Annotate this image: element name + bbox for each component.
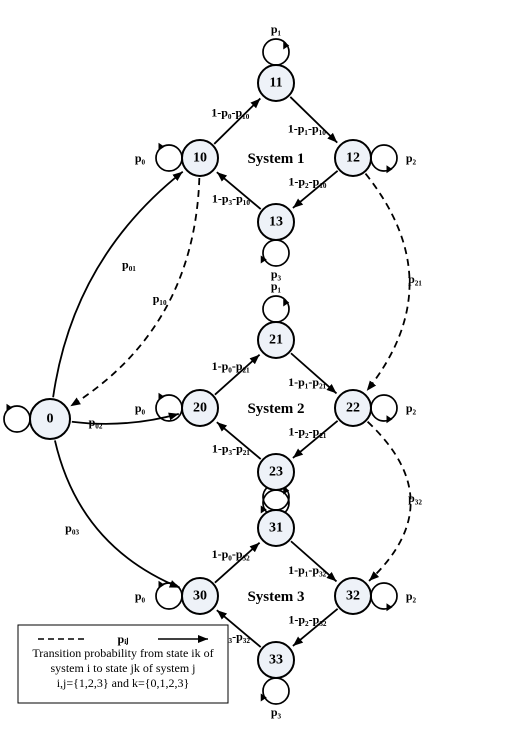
edge-label: 1-p₀-p₃₂ [212,547,251,561]
edge-label: 1-p₃-p₂₁ [212,441,251,455]
edge-label: 1-p₀-p₂₁ [212,359,251,373]
state-node-33: 33 [258,642,294,678]
state-node-20: 20 [182,390,218,426]
edge-label: 1-p₂-p₁₀ [288,175,327,189]
svg-text:33: 33 [269,653,283,668]
legend-line: i,j={1,2,3} and k={0,1,2,3} [57,676,190,690]
svg-text:22: 22 [346,401,360,416]
svg-text:10: 10 [193,151,207,166]
edge [290,97,337,143]
edge [365,174,409,391]
edge-label: p₃₂ [408,491,422,505]
edge-label: 1-p₁-p₁₀ [288,121,327,135]
edge-label: p₂₁ [408,272,422,286]
state-node-12: 12 [335,140,371,176]
edge-label: 1-p₃-p₁₀ [212,191,251,205]
state-node-10: 10 [182,140,218,176]
legend-arrow-label: pᵢⱼ [118,632,129,646]
edge-label: 1-p₂-p₃₂ [288,613,327,627]
edge-label: p₀ [135,151,146,165]
edge [53,172,183,398]
state-node-31: 31 [258,510,294,546]
system-label: System 2 [247,401,304,417]
edge-label: p₁ [271,22,282,36]
svg-text:0: 0 [47,412,54,427]
svg-text:13: 13 [269,215,283,230]
state-node-21: 21 [258,322,294,358]
edge [70,178,199,406]
state-node-0: 0 [30,399,70,439]
legend-line: system i to state jk of system j [51,661,196,675]
self-loop [371,145,397,171]
svg-text:20: 20 [193,401,207,416]
legend-line: Transition probability from state ik of [32,646,213,660]
system-label: System 3 [247,589,304,605]
state-node-32: 32 [335,578,371,614]
state-node-22: 22 [335,390,371,426]
svg-text:11: 11 [269,76,282,91]
self-loop [263,678,289,704]
svg-text:32: 32 [346,589,360,604]
edge-label: 1-p₀-p₁₀ [211,106,250,120]
edge-label: p₂ [406,151,417,165]
edge-label: 1-p₁-p₃₂ [288,563,327,577]
edge-label: p₀₁ [122,258,136,272]
state-node-13: 13 [258,204,294,240]
system-label: System 1 [247,151,304,167]
edge-label: p₁₀ [153,291,167,305]
state-node-30: 30 [182,578,218,614]
self-loop [263,240,289,266]
edge-label: p₀₃ [65,521,79,535]
edge-label: p₁ [271,279,282,293]
edge-label: p₀ [135,401,146,415]
svg-text:12: 12 [346,151,360,166]
edge-label: p₀ [135,589,146,603]
edge-label: p₂ [406,589,417,603]
edge-label: 1-p₂-p₂₁ [288,425,327,439]
svg-text:21: 21 [269,333,283,348]
svg-text:23: 23 [269,465,283,480]
self-loop [371,583,397,609]
edge-label: p₂ [406,401,417,415]
self-loop [371,395,397,421]
state-node-23: 23 [258,454,294,490]
edge [368,422,411,581]
edge-label: 1-p₁-p₂₁ [288,375,327,389]
edge-label: p₀₂ [89,415,103,429]
svg-text:31: 31 [269,521,283,536]
state-node-11: 11 [258,65,294,101]
svg-text:30: 30 [193,589,207,604]
edge-label: p₃ [271,705,282,719]
edge [55,440,180,587]
